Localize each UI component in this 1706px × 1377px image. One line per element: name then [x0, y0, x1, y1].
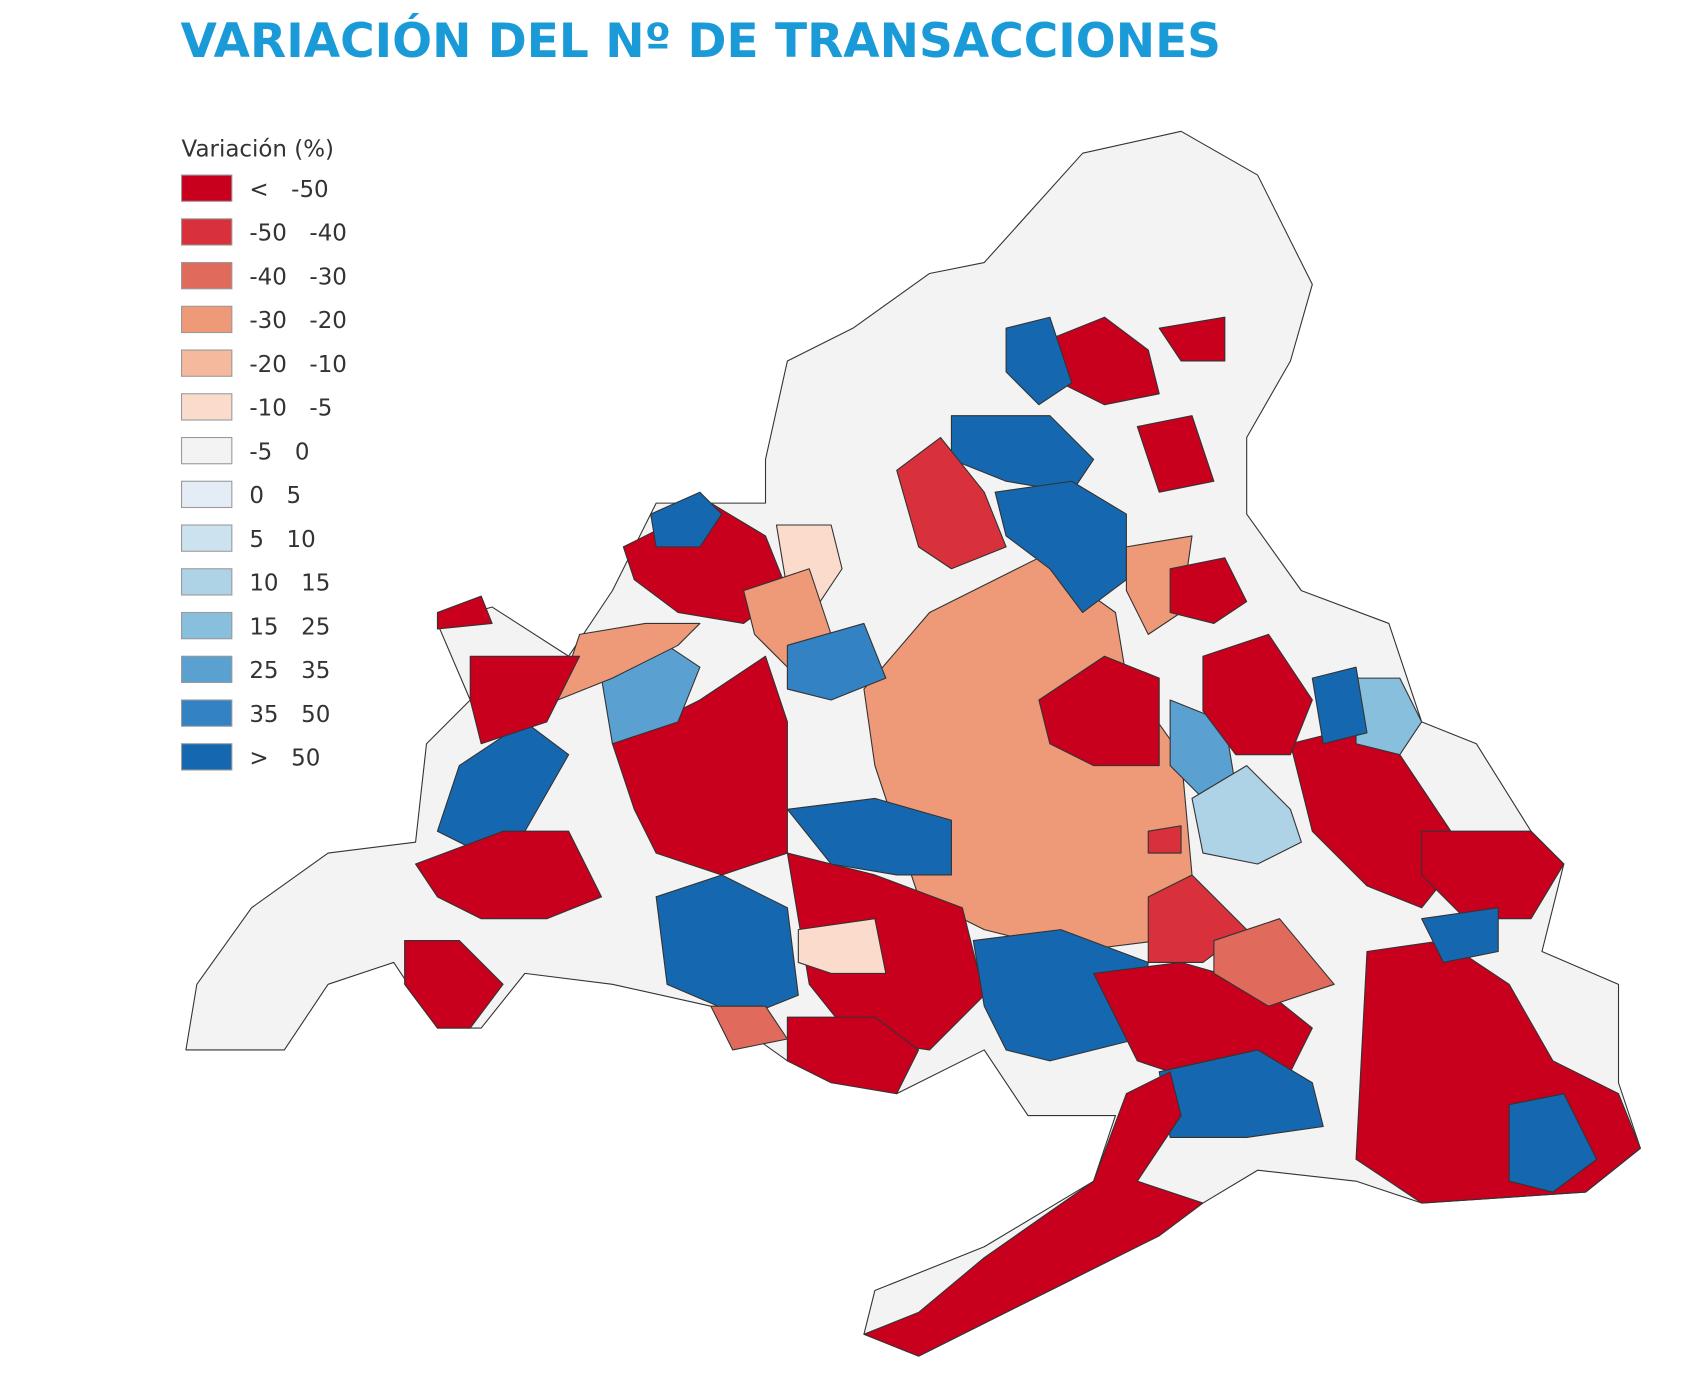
legend-label: -20 -10: [249, 352, 347, 378]
municipality: [1136, 415, 1215, 493]
legend-label: -50 -40: [249, 221, 347, 247]
legend-label: < -50: [249, 177, 328, 203]
legend-swatch: [180, 699, 233, 727]
legend-label: 10 15: [249, 571, 330, 597]
municipality: [896, 436, 1007, 570]
legend-label: > 50: [249, 746, 320, 772]
municipality: [1038, 655, 1160, 767]
municipality: [1202, 633, 1313, 756]
legend-label: 25 35: [249, 658, 330, 684]
municipality: [1169, 557, 1248, 624]
legend-label: -30 -20: [249, 308, 347, 334]
municipality: [1005, 316, 1073, 406]
municipality: [1213, 918, 1335, 1007]
municipality: [1147, 825, 1182, 854]
legend-label: 0 5: [249, 483, 301, 509]
municipality: [1158, 1049, 1324, 1138]
municipality: [1311, 666, 1368, 745]
municipality: [786, 1016, 920, 1095]
legend-swatch: [180, 743, 233, 771]
municipality: [655, 874, 799, 1018]
legend-title: Variación (%): [182, 136, 334, 162]
municipality: [786, 852, 985, 1051]
municipality: [797, 918, 887, 974]
municipality: [863, 1071, 1204, 1357]
legend-swatch: [180, 568, 233, 596]
legend-swatch: [180, 655, 233, 684]
municipality: [972, 929, 1149, 1062]
municipality: [1158, 316, 1226, 362]
legend-swatch: [180, 436, 233, 465]
municipality: [404, 940, 504, 1029]
municipality: [1508, 1093, 1598, 1193]
legend-label: -10 -5: [249, 396, 332, 422]
legend-swatch: [180, 218, 233, 246]
legend-label: 5 10: [249, 527, 315, 553]
legend-swatch: [180, 480, 233, 509]
legend-swatch: [180, 611, 233, 640]
municipality: [415, 830, 603, 920]
municipality: [1191, 765, 1302, 865]
legend-swatch: [180, 174, 233, 202]
municipality: [1421, 830, 1565, 920]
legend-label: 15 25: [249, 614, 330, 640]
legend: Variación (%) < -50 -50 -40 -40 -30 -30 -20…: [180, 136, 347, 772]
legend-swatch: [180, 349, 233, 377]
legend-swatch: [180, 524, 233, 552]
municipality: [1421, 907, 1499, 963]
municipality: [786, 797, 952, 876]
legend-swatch: [180, 261, 233, 290]
legend-label: -40 -30: [249, 264, 347, 290]
legend-swatch: [180, 393, 233, 421]
municipality: [786, 622, 887, 701]
legend-swatch: [180, 305, 233, 334]
municipality: [557, 622, 701, 701]
municipality: [994, 480, 1127, 614]
legend-label: -5 0: [249, 439, 309, 465]
municipality: [650, 491, 723, 548]
map: [185, 130, 1641, 1357]
municipality: [469, 655, 581, 745]
municipality: [436, 595, 493, 630]
legend-label: 35 50: [249, 702, 330, 728]
title: VARIACIÓN DEL Nº DE TRANSACCIONES: [180, 14, 1221, 69]
